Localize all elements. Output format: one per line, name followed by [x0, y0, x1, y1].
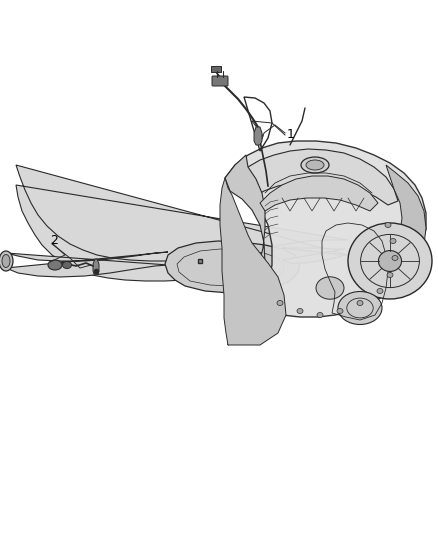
Ellipse shape: [377, 288, 383, 294]
Ellipse shape: [357, 301, 363, 305]
Polygon shape: [254, 127, 262, 145]
Polygon shape: [16, 165, 348, 281]
Text: 2: 2: [50, 233, 58, 246]
Ellipse shape: [306, 160, 324, 170]
Polygon shape: [282, 248, 345, 263]
Ellipse shape: [0, 251, 13, 271]
Polygon shape: [225, 155, 265, 345]
Polygon shape: [225, 141, 426, 345]
Ellipse shape: [385, 222, 391, 228]
Ellipse shape: [337, 309, 343, 313]
Ellipse shape: [297, 309, 303, 313]
Polygon shape: [220, 178, 286, 345]
Ellipse shape: [277, 301, 283, 305]
Ellipse shape: [316, 277, 344, 299]
Ellipse shape: [338, 292, 382, 325]
Ellipse shape: [348, 223, 432, 299]
Ellipse shape: [48, 260, 62, 270]
Ellipse shape: [301, 157, 329, 173]
FancyBboxPatch shape: [212, 76, 228, 86]
Ellipse shape: [2, 254, 10, 268]
Ellipse shape: [317, 312, 323, 318]
Polygon shape: [230, 149, 398, 205]
Ellipse shape: [387, 272, 393, 278]
Ellipse shape: [392, 255, 398, 261]
Polygon shape: [211, 66, 221, 72]
Polygon shape: [6, 252, 168, 277]
Ellipse shape: [378, 251, 402, 271]
Polygon shape: [93, 259, 99, 274]
Polygon shape: [165, 241, 300, 293]
Ellipse shape: [390, 238, 396, 244]
Polygon shape: [366, 165, 426, 291]
Polygon shape: [260, 176, 378, 211]
Text: 1: 1: [287, 128, 295, 141]
Ellipse shape: [63, 262, 71, 269]
